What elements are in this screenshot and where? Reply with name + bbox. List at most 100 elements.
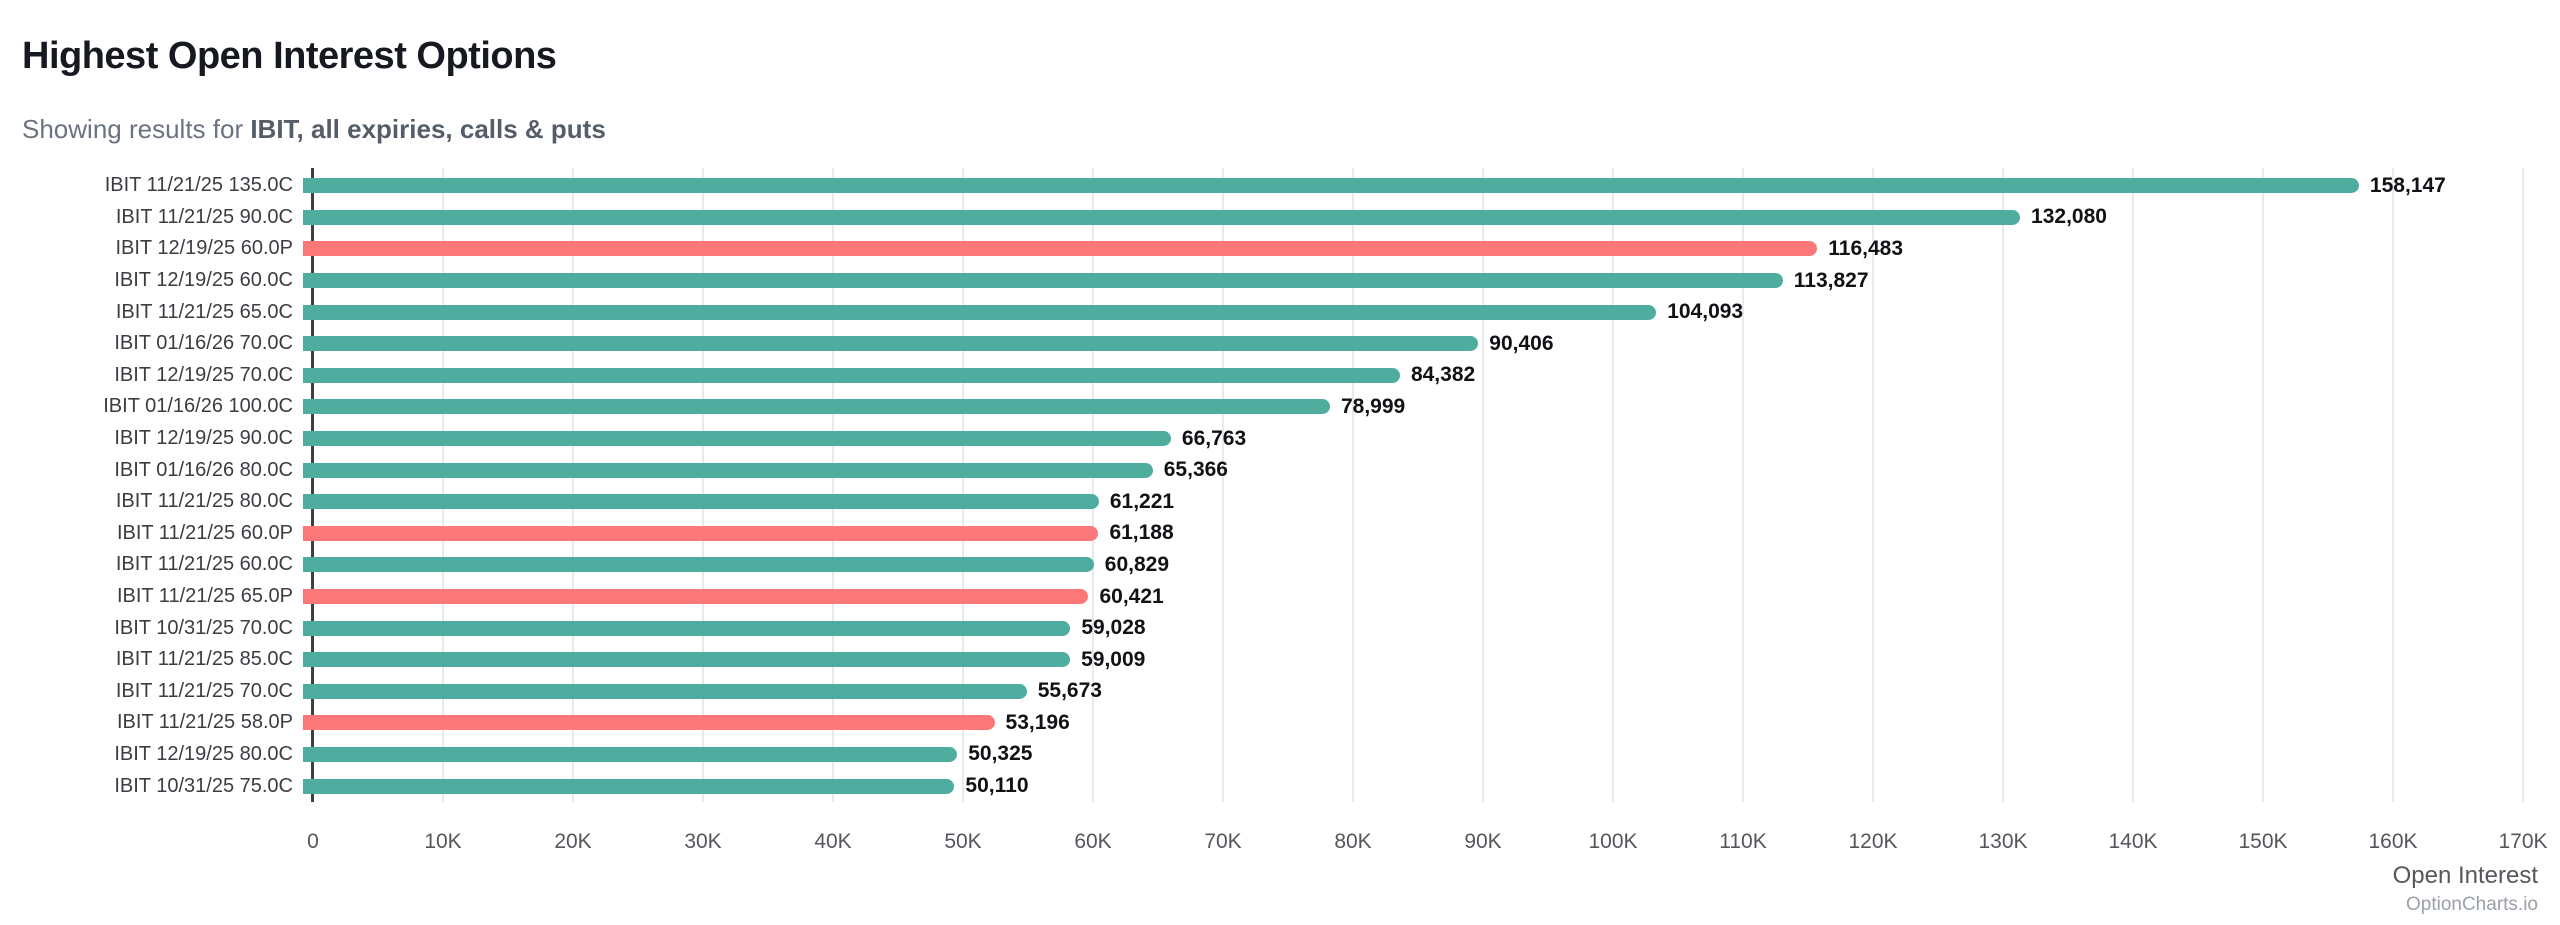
gridline <box>1742 168 1744 802</box>
bar-value-label: 158,147 <box>2369 173 2446 197</box>
open-interest-bar-call[interactable] <box>303 652 1071 668</box>
x-tick-label: 60K <box>1074 830 1112 853</box>
bar-row: IBIT 11/21/25 65.0C 104,093 <box>0 296 2535 328</box>
option-contract-label: IBIT 12/19/25 80.0C <box>114 742 293 765</box>
bar-value-label: 84,382 <box>1410 363 1476 387</box>
option-contract-label: IBIT 10/31/25 75.0C <box>114 774 293 797</box>
open-interest-bar-call[interactable] <box>303 178 2359 194</box>
open-interest-bar-call[interactable] <box>303 494 1099 510</box>
option-contract-label: IBIT 11/21/25 85.0C <box>115 648 293 671</box>
bar-row: IBIT 11/21/25 80.0C 61,221 <box>0 486 2535 518</box>
bar-row: IBIT 11/21/25 58.0P 53,196 <box>0 707 2535 739</box>
x-tick-label: 0 <box>307 830 319 853</box>
bar-track: 90,406 <box>303 328 2513 360</box>
x-tick-label: 150K <box>2238 830 2288 853</box>
x-tick-label: 20K <box>554 830 592 853</box>
bar-track: 50,110 <box>303 770 2513 802</box>
open-interest-bar-put[interactable] <box>303 715 995 731</box>
open-interest-bar-call[interactable] <box>303 557 1094 573</box>
bar-track: 66,763 <box>303 423 2513 455</box>
open-interest-bar-call[interactable] <box>303 746 958 762</box>
y-axis-line <box>311 168 314 802</box>
x-axis-ticks: 0 10K 20K 30K 40K 50K 60K 70K 80K 90K 100K 110K 120K… <box>307 830 2547 858</box>
bar-row: IBIT 10/31/25 70.0C 59,028 <box>0 612 2535 644</box>
open-interest-bar-call[interactable] <box>303 431 1171 447</box>
open-interest-bar-call[interactable] <box>303 462 1153 478</box>
bar-value-label: 132,080 <box>2031 205 2107 229</box>
bar-value-label: 65,366 <box>1163 458 1228 482</box>
option-contract-label: IBIT 01/16/26 70.0C <box>114 332 293 355</box>
bar-value-label: 59,028 <box>1081 616 1146 640</box>
option-contract-label: IBIT 11/21/25 58.0P <box>116 711 293 734</box>
option-contract-label: IBIT 11/21/25 65.0P <box>116 585 293 608</box>
bar-row: IBIT 10/31/25 75.0C 50,110 <box>0 770 2535 802</box>
bar-value-label: 50,325 <box>968 742 1033 766</box>
subtitle-prefix: Showing results for <box>22 114 251 144</box>
bar-row: IBIT 01/16/26 80.0C 65,366 <box>0 454 2535 486</box>
bar-value-label: 116,483 <box>1828 236 1904 260</box>
bar-row: IBIT 11/21/25 60.0C 60,829 <box>0 549 2535 581</box>
bar-row: IBIT 11/21/25 70.0C 55,673 <box>0 676 2535 708</box>
option-contract-label: IBIT 11/21/25 80.0C <box>115 490 293 513</box>
option-contract-label: IBIT 11/21/25 70.0C <box>115 679 293 702</box>
gridline <box>1222 168 1224 802</box>
open-interest-bar-call[interactable] <box>303 620 1071 636</box>
x-tick-label: 110K <box>1719 830 1767 853</box>
bar-value-label: 104,093 <box>1667 300 1744 324</box>
bar-track: 61,221 <box>303 486 2513 518</box>
open-interest-bar-call[interactable] <box>303 209 2021 225</box>
bar-row: IBIT 11/21/25 60.0P 61,188 <box>0 518 2535 550</box>
open-interest-bar-call[interactable] <box>303 273 1783 289</box>
option-contract-label: IBIT 12/19/25 60.0P <box>115 237 293 260</box>
subtitle-filter-summary: IBIT, all expiries, calls & puts <box>250 114 606 144</box>
bar-track: 59,028 <box>303 612 2513 644</box>
bar-track: 61,188 <box>303 518 2513 550</box>
open-interest-bar-call[interactable] <box>303 778 955 794</box>
bar-value-label: 59,009 <box>1081 647 1146 671</box>
bar-track: 78,999 <box>303 391 2513 423</box>
bar-track: 55,673 <box>303 676 2513 708</box>
bar-value-label: 90,406 <box>1489 331 1554 355</box>
open-interest-bar-call[interactable] <box>303 336 1479 352</box>
open-interest-bar-put[interactable] <box>303 525 1099 541</box>
bar-value-label: 66,763 <box>1181 426 1247 450</box>
bar-row: IBIT 12/19/25 70.0C 84,382 <box>0 360 2535 392</box>
bar-value-label: 50,110 <box>965 774 1029 798</box>
bar-track: 59,009 <box>303 644 2513 676</box>
open-interest-bar-call[interactable] <box>303 399 1330 415</box>
bar-value-label: 61,221 <box>1109 489 1175 513</box>
x-tick-label: 30K <box>684 830 722 853</box>
open-interest-bar-call[interactable] <box>303 683 1027 699</box>
x-tick-label: 40K <box>814 830 852 853</box>
open-interest-bar-call[interactable] <box>303 304 1657 320</box>
x-tick-label: 120K <box>1848 830 1898 853</box>
x-tick-label: 10K <box>424 830 462 853</box>
option-contract-label: IBIT 11/21/25 90.0C <box>115 205 293 228</box>
bar-row: IBIT 11/21/25 135.0C 158,147 <box>0 170 2535 202</box>
option-contract-label: IBIT 10/31/25 70.0C <box>114 616 293 639</box>
bar-row: IBIT 01/16/26 70.0C 90,406 <box>0 328 2535 360</box>
open-interest-bar-put[interactable] <box>303 589 1089 605</box>
option-contract-label: IBIT 11/21/25 60.0P <box>116 521 293 544</box>
gridline <box>832 168 834 802</box>
open-interest-bar-put[interactable] <box>303 241 1818 257</box>
bar-track: 84,382 <box>303 360 2513 392</box>
gridline <box>1352 168 1354 802</box>
bar-value-label: 53,196 <box>1005 710 1070 734</box>
bar-track: 132,080 <box>303 202 2513 234</box>
bar-track: 113,827 <box>303 265 2513 297</box>
x-axis-title: Open Interest <box>2392 862 2538 889</box>
bar-row: IBIT 12/19/25 80.0C 50,325 <box>0 739 2535 771</box>
gridline <box>1092 168 1094 802</box>
open-interest-bar-call[interactable] <box>303 367 1400 383</box>
bar-track: 116,483 <box>303 233 2513 265</box>
option-contract-label: IBIT 12/19/25 70.0C <box>114 363 293 386</box>
bar-row: IBIT 12/19/25 60.0C 113,827 <box>0 265 2535 297</box>
bar-row: IBIT 12/19/25 60.0P 116,483 <box>0 233 2535 265</box>
subtitle: Showing results for IBIT, all expiries, … <box>22 114 606 145</box>
bar-value-label: 60,829 <box>1104 552 1169 576</box>
page-title: Highest Open Interest Options <box>22 35 557 78</box>
x-tick-label: 80K <box>1334 830 1372 853</box>
bar-value-label: 78,999 <box>1340 394 1406 418</box>
bar-track: 53,196 <box>303 707 2513 739</box>
